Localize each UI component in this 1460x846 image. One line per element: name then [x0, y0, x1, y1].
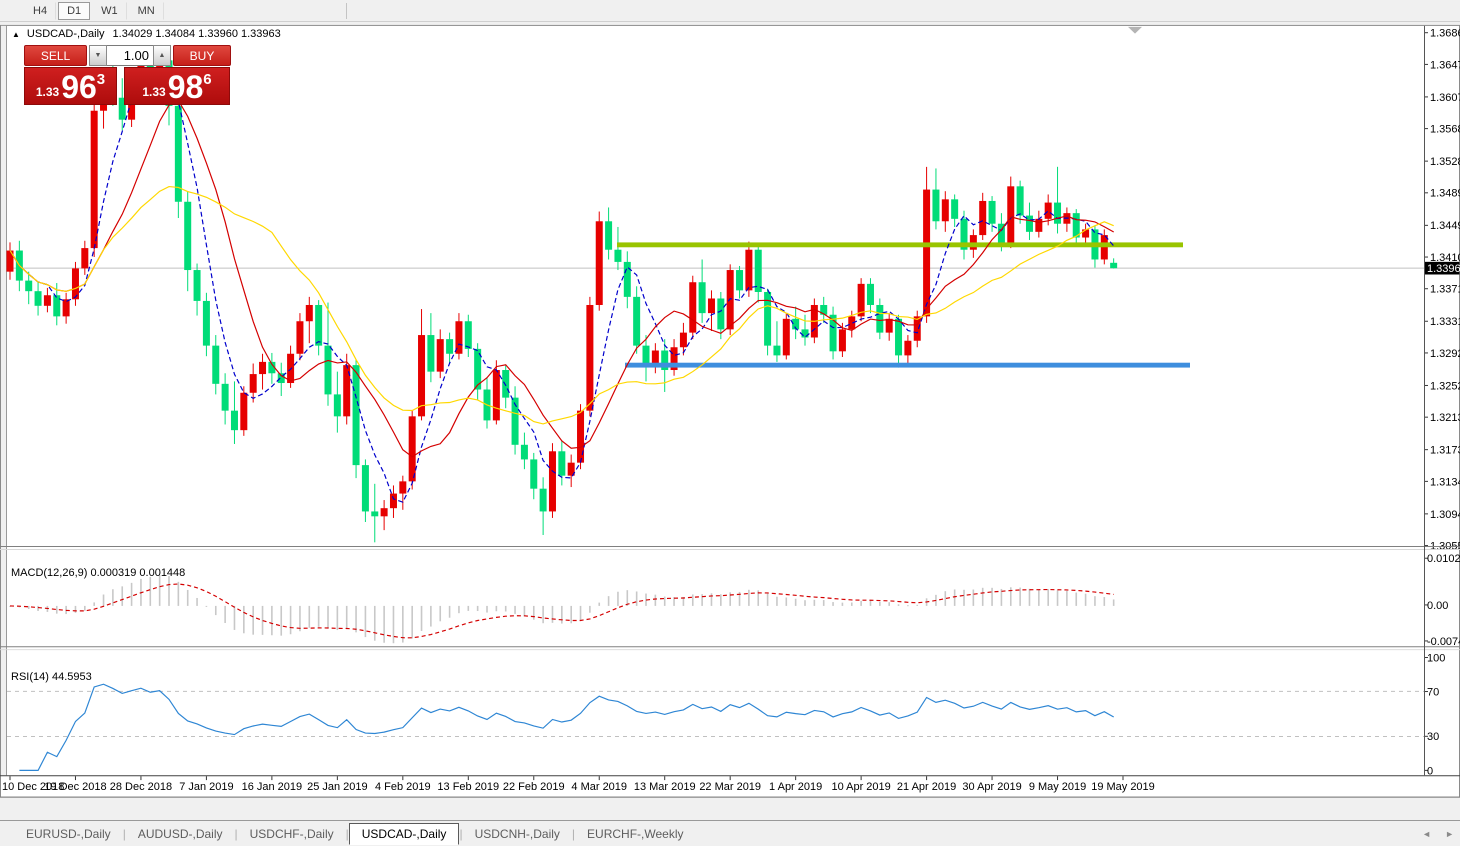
chart-tab-bar: EURUSD-,Daily | AUDUSD-,Daily | USDCHF-,Dail… [0, 820, 1460, 846]
price-axis-label: 1.32130 [1430, 412, 1460, 424]
date-axis-label: 4 Mar 2019 [571, 781, 627, 793]
candles-layer [6, 50, 1118, 543]
current-price-badge [1424, 261, 1460, 275]
tab-eurusddaily[interactable]: EURUSD-,Daily [26, 826, 111, 841]
date-axis-label: 19 May 2019 [1091, 781, 1155, 793]
volume-input[interactable] [107, 45, 153, 66]
rsi-axis-label: 100 [1427, 652, 1445, 664]
tab-separator: | [234, 826, 238, 841]
tab-usdcaddaily[interactable]: USDCAD-,Daily [348, 822, 460, 845]
date-axis-label: 25 Jan 2019 [307, 781, 368, 793]
price-axis-label: 1.36470 [1430, 59, 1460, 71]
tab-scroll-left-icon[interactable]: ◄ [1422, 829, 1432, 839]
tab-eurchfweekly[interactable]: EURCHF-,Weekly [587, 826, 684, 841]
sell-price-display[interactable]: 1.33 96 3 [24, 67, 117, 105]
date-axis-label: 13 Mar 2019 [634, 781, 696, 793]
date-axis-label: 22 Mar 2019 [699, 781, 761, 793]
date-axis-label: 16 Jan 2019 [242, 781, 303, 793]
one-click-trading-panel: SELL ▼ ▲ BUY 1.33 96 3 1.33 98 6 [24, 45, 231, 105]
price-axis-label: 1.34890 [1430, 188, 1460, 200]
rsi-axis-label: 0 [1427, 765, 1433, 777]
volume-decrease-icon[interactable]: ▼ [89, 45, 107, 66]
price-axis-label: 1.34100 [1430, 252, 1460, 264]
buy-price-display[interactable]: 1.33 98 6 [124, 67, 230, 105]
tab-separator: | [345, 826, 349, 841]
timeframe-buttons: H4 D1 W1 MN [24, 1, 166, 20]
tab-scroll-controls: ◄ ► [1422, 821, 1454, 846]
hlines-layer [617, 242, 1190, 368]
buy-price-base: 1.33 [142, 85, 166, 99]
macd-axis-label: 0.00 [1427, 600, 1448, 612]
rsi-axis-label: 30 [1427, 731, 1439, 743]
timeframe-button-w1[interactable]: W1 [92, 1, 127, 20]
sell-button[interactable]: SELL [24, 45, 87, 66]
timeframe-button-h4[interactable]: H4 [24, 1, 57, 20]
tab-separator: | [122, 826, 126, 841]
volume-stepper: ▼ ▲ [89, 45, 171, 66]
buy-price-point: 6 [203, 71, 212, 88]
support-line[interactable] [625, 362, 1190, 368]
date-axis-label: 13 Feb 2019 [437, 781, 499, 793]
macd-axis-label: 0.010229 [1427, 553, 1460, 565]
axis-layer: 1.36860 1.36470 1.36070 1.35680 1.35280 1.348… [2, 28, 1460, 793]
sell-price-pips: 96 [61, 69, 97, 105]
date-axis-label: 7 Jan 2019 [179, 781, 233, 793]
window-menu-icon[interactable]: ▲ [12, 30, 20, 39]
tab-usdcnhdaily[interactable]: USDCNH-,Daily [474, 826, 560, 841]
timeframe-button-mn[interactable]: MN [129, 1, 164, 20]
chart-ohlc-values: 1.34029 1.34084 1.33960 1.33963 [112, 28, 281, 40]
macd-layer [9, 575, 1115, 644]
date-axis-label: 4 Feb 2019 [375, 781, 431, 793]
date-axis-label: 10 Apr 2019 [831, 781, 890, 793]
date-axis-label: 10 Dec 2018 [2, 781, 64, 793]
price-axis-label: 1.33710 [1430, 284, 1460, 296]
price-axis-label: 1.34490 [1430, 220, 1460, 232]
buy-button[interactable]: BUY [173, 45, 231, 66]
price-axis-label: 1.36070 [1430, 92, 1460, 104]
rsi-layer [7, 683, 1424, 771]
chart-symbol-label: USDCAD-,Daily [26, 28, 105, 40]
price-axis-label: 1.33310 [1430, 316, 1460, 328]
timeframe-toolbar: H4 D1 W1 MN [0, 0, 1460, 22]
rsi-axis-label: 70 [1427, 687, 1439, 699]
rsi-indicator-label: RSI(14) 44.5953 [11, 671, 92, 683]
chart-window-title: ▲ USDCAD-,Daily 1.34029 1.34084 1.33960 1.… [12, 28, 281, 40]
date-axis-label: 1 Apr 2019 [769, 781, 822, 793]
macd-axis-label: -0.00747 [1427, 636, 1460, 648]
date-axis-label: 21 Apr 2019 [897, 781, 956, 793]
price-axis-label: 1.35280 [1430, 156, 1460, 168]
date-axis-label: 19 Dec 2018 [44, 781, 106, 793]
timeframe-button-d1[interactable]: D1 [58, 1, 91, 20]
price-axis-label: 1.30940 [1430, 509, 1460, 521]
tab-separator: | [571, 826, 576, 841]
resistance-line[interactable] [617, 242, 1183, 248]
price-axis-label: 1.31730 [1430, 445, 1460, 457]
buy-price-pips: 98 [167, 69, 204, 105]
ma-layer [9, 78, 1115, 503]
date-axis-label: 9 May 2019 [1029, 781, 1086, 793]
tab-audusddaily[interactable]: AUDUSD-,Daily [137, 826, 223, 841]
current-price-label: 1.33963 [1427, 263, 1460, 275]
macd-indicator-label: MACD(12,26,9) 0.000319 0.001448 [11, 567, 186, 579]
price-axis-label: 1.36860 [1430, 28, 1460, 40]
date-axis-label: 28 Dec 2018 [110, 781, 172, 793]
date-axis-label: 22 Feb 2019 [503, 781, 565, 793]
tab-separator: | [459, 826, 463, 841]
date-axis-label: 30 Apr 2019 [962, 781, 1021, 793]
tab-scroll-right-icon[interactable]: ► [1445, 829, 1454, 839]
price-axis-label: 1.31340 [1430, 476, 1460, 488]
tab-usdchfdaily[interactable]: USDCHF-,Daily [249, 826, 334, 841]
chart-shift-marker-icon[interactable] [1128, 26, 1142, 34]
sell-price-point: 3 [96, 71, 106, 88]
price-axis-label: 1.35680 [1430, 124, 1460, 136]
chart-canvas[interactable]: 1.36860 1.36470 1.36070 1.35680 1.35280 1.348… [0, 22, 1460, 820]
sell-price-base: 1.33 [35, 85, 60, 99]
price-axis-label: 1.32920 [1430, 348, 1460, 360]
toolbar-divider [345, 2, 347, 19]
volume-increase-icon[interactable]: ▲ [153, 45, 171, 66]
chart-tabs: EURUSD-,Daily | AUDUSD-,Daily | USDCHF-,Dail… [14, 822, 695, 845]
price-axis-label: 1.32520 [1430, 380, 1460, 392]
